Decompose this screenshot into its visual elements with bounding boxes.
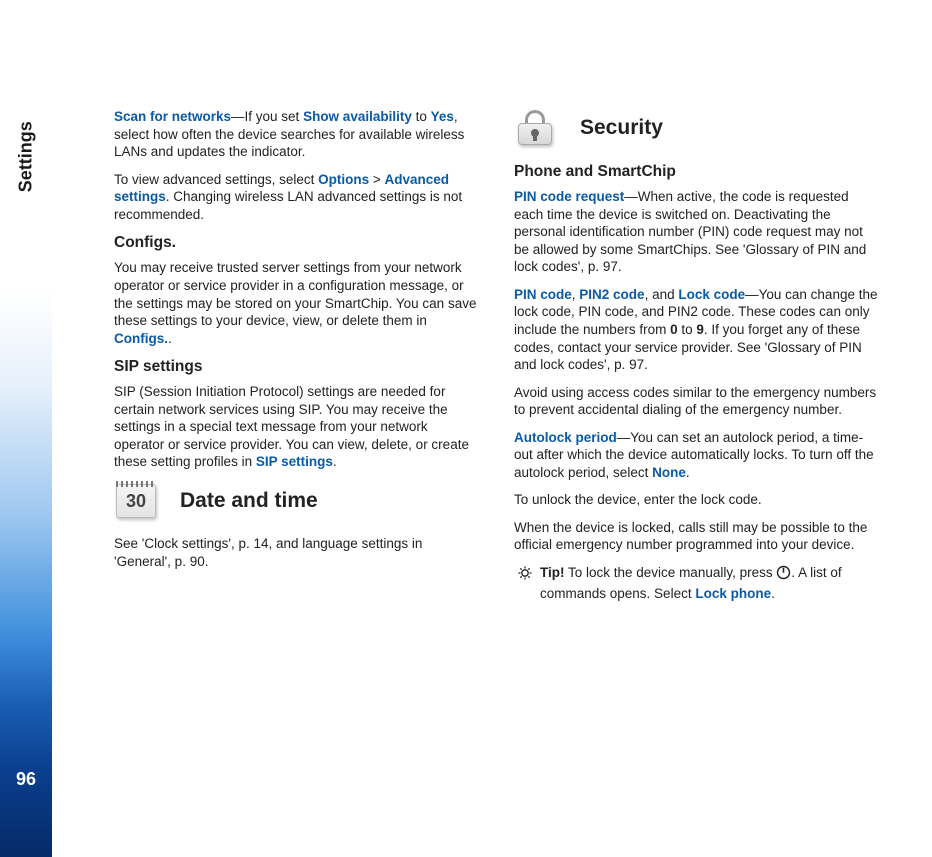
pin-code-label: PIN code bbox=[514, 287, 572, 302]
left-column: Scan for networks—If you set Show availa… bbox=[114, 108, 478, 817]
tip-text: Tip! To lock the device manually, press … bbox=[540, 564, 878, 602]
text: To view advanced settings, select bbox=[114, 172, 318, 187]
sip-settings-link: SIP settings bbox=[256, 454, 333, 469]
text: —If you set bbox=[231, 109, 303, 124]
text: . Changing wireless LAN advanced setting… bbox=[114, 189, 462, 222]
scan-networks-paragraph: Scan for networks—If you set Show availa… bbox=[114, 108, 478, 161]
text: to bbox=[678, 322, 697, 337]
date-time-section-header: 30 Date and time bbox=[114, 481, 478, 521]
zero-label: 0 bbox=[670, 322, 678, 337]
sidebar: Settings 96 bbox=[0, 0, 52, 857]
sip-paragraph: SIP (Session Initiation Protocol) settin… bbox=[114, 383, 478, 471]
text: To lock the device manually, press bbox=[565, 565, 777, 580]
pin2-code-label: PIN2 code bbox=[579, 287, 644, 302]
advanced-settings-paragraph: To view advanced settings, select Option… bbox=[114, 171, 478, 224]
pin-request-paragraph: PIN code request—When active, the code i… bbox=[514, 188, 878, 276]
nine-label: 9 bbox=[696, 322, 704, 337]
security-heading: Security bbox=[580, 114, 663, 141]
text: , and bbox=[645, 287, 679, 302]
lock-icon bbox=[514, 108, 558, 148]
avoid-paragraph: Avoid using access codes similar to the … bbox=[514, 384, 878, 419]
yes-label: Yes bbox=[431, 109, 454, 124]
unlock-paragraph: To unlock the device, enter the lock cod… bbox=[514, 491, 878, 509]
content-area: Scan for networks—If you set Show availa… bbox=[52, 0, 932, 857]
tip-bulb-icon bbox=[518, 566, 532, 585]
show-availability-label: Show availability bbox=[303, 109, 412, 124]
none-label: None bbox=[652, 465, 686, 480]
tip-row: Tip! To lock the device manually, press … bbox=[514, 564, 878, 602]
phone-smartchip-heading: Phone and SmartChip bbox=[514, 162, 878, 182]
page-number: 96 bbox=[0, 768, 52, 791]
lock-phone-label: Lock phone bbox=[695, 586, 771, 601]
lock-code-label: Lock code bbox=[678, 287, 745, 302]
tab-label: Settings bbox=[14, 121, 37, 192]
text: . bbox=[771, 586, 775, 601]
autolock-period-label: Autolock period bbox=[514, 430, 617, 445]
text: You may receive trusted server settings … bbox=[114, 260, 476, 328]
scan-for-networks-label: Scan for networks bbox=[114, 109, 231, 124]
page-root: Settings 96 Scan for networks—If you set… bbox=[0, 0, 932, 857]
text: to bbox=[412, 109, 431, 124]
date-time-paragraph: See 'Clock settings', p. 14, and languag… bbox=[114, 535, 478, 570]
sip-heading: SIP settings bbox=[114, 357, 478, 377]
security-section-header: Security bbox=[514, 108, 878, 148]
tip-label: Tip! bbox=[540, 565, 565, 580]
text: > bbox=[369, 172, 384, 187]
text: . bbox=[333, 454, 337, 469]
text: . bbox=[168, 331, 172, 346]
configs-paragraph: You may receive trusted server settings … bbox=[114, 259, 478, 347]
calendar-icon: 30 bbox=[114, 481, 158, 521]
autolock-paragraph: Autolock period—You can set an autolock … bbox=[514, 429, 878, 482]
text: . bbox=[686, 465, 690, 480]
power-button-icon bbox=[776, 565, 791, 585]
codes-paragraph: PIN code, PIN2 code, and Lock code—You c… bbox=[514, 286, 878, 374]
configs-link: Configs. bbox=[114, 331, 168, 346]
options-label: Options bbox=[318, 172, 369, 187]
locked-paragraph: When the device is locked, calls still m… bbox=[514, 519, 878, 554]
pin-code-request-label: PIN code request bbox=[514, 189, 624, 204]
date-time-heading: Date and time bbox=[180, 487, 318, 514]
configs-heading: Configs. bbox=[114, 233, 478, 253]
calendar-day-number: 30 bbox=[116, 490, 156, 513]
right-column: Security Phone and SmartChip PIN code re… bbox=[514, 108, 878, 817]
